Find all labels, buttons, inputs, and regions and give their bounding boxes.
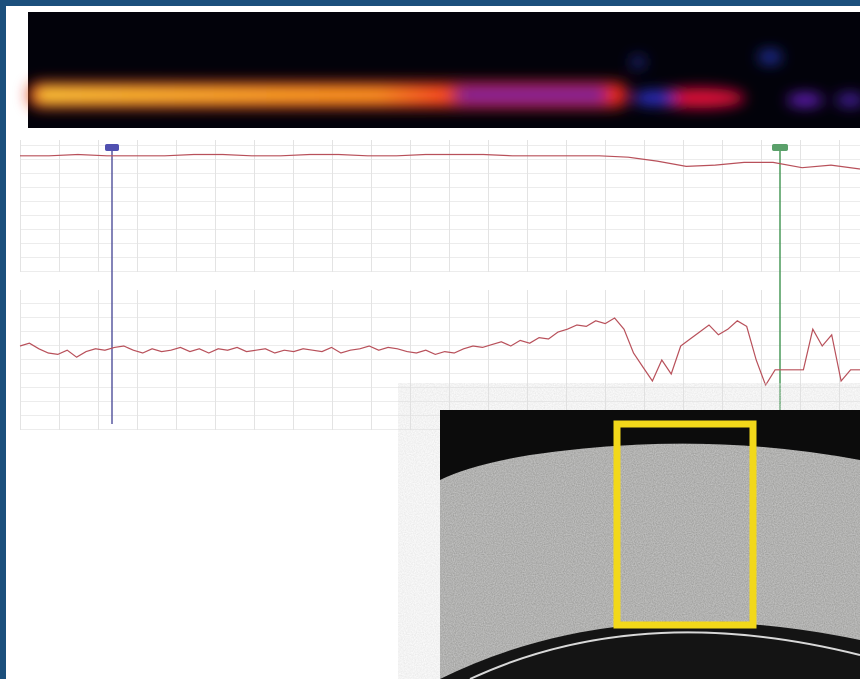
heatmap: [28, 12, 860, 128]
cursor-tab: [772, 144, 788, 151]
signal-trace: [20, 155, 860, 170]
canvas: [0, 0, 860, 679]
micrograph: [440, 410, 860, 679]
cursor-tab: [105, 144, 119, 151]
screen: {"plots": [ {"ylim": [0, 100], "values":…: [0, 0, 860, 679]
signal-trace: [20, 318, 860, 385]
